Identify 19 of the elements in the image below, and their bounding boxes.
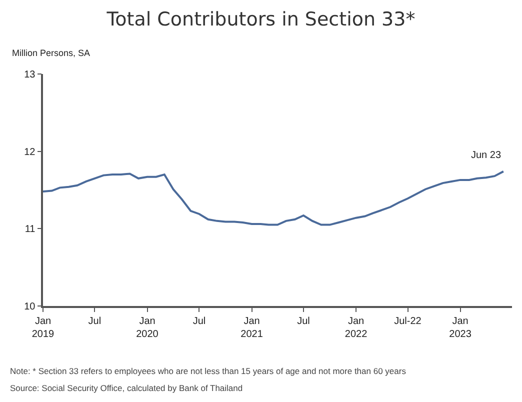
y-axis-title: Million Persons, SA — [12, 48, 90, 58]
annotation: Jun 23 — [471, 150, 502, 161]
x-tick-label: Jan 2019 — [32, 316, 55, 340]
text: Note: * Section 33 refers to employees who are not less than 15 years of age and not more than 60 years — [10, 366, 406, 376]
y-tick-label: 11 — [24, 224, 36, 236]
x-tick-label: Jul — [297, 316, 310, 327]
line-series — [43, 170, 504, 226]
source-note: Source: Social Security Office, calculated by Bank of Thailand — [10, 383, 243, 393]
x-tick-label: Jan 2022 — [344, 316, 368, 340]
x-tick-label: Jul — [88, 316, 102, 327]
x-tick-label: Jul-22 — [394, 316, 422, 327]
chart-title: Total Contributors in Section 33* — [106, 8, 416, 30]
x-tick-label: Jul — [192, 316, 206, 327]
x-tick-label: Jan 2023 — [449, 316, 472, 340]
y-tick-label: 12 — [24, 146, 36, 158]
x-tick-label: Jan 2020 — [136, 316, 159, 340]
x-tick-label: Jan 2021 — [240, 316, 264, 340]
y-tick-label: 10 — [24, 302, 36, 312]
y-tick-label: 13 — [24, 70, 36, 80]
